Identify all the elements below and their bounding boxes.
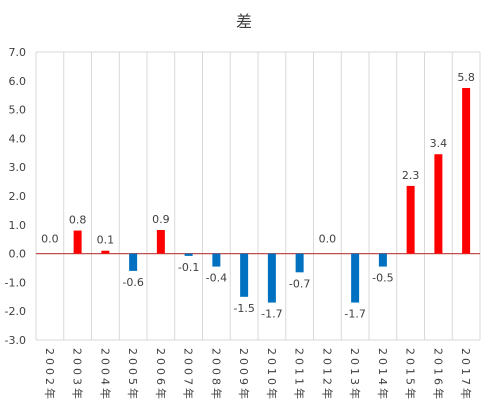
- data-label: -1.7: [344, 308, 365, 321]
- x-tick-label: 2015年: [404, 348, 418, 402]
- data-label: -0.6: [122, 276, 143, 289]
- data-label: -0.7: [289, 277, 310, 290]
- data-label: 0.9: [152, 213, 170, 226]
- x-tick-label: 2005年: [126, 348, 140, 402]
- x-tick-label: 2010年: [265, 348, 279, 402]
- data-label: -0.5: [372, 272, 393, 285]
- x-tick-label: 2002年: [43, 348, 57, 402]
- data-label: 0.8: [69, 214, 87, 227]
- y-tick-label: 6.0: [9, 75, 27, 88]
- bar: [101, 250, 110, 254]
- y-tick-label: -2.0: [5, 305, 26, 318]
- y-tick-label: -1.0: [5, 276, 26, 289]
- bar: [73, 230, 82, 254]
- y-axis: -3.0 -2.0 -1.0 0.0 1.0 2.0 3.0 4.0 5.0 6.0 7.0: [5, 46, 480, 347]
- chart-title: 差: [236, 12, 252, 31]
- bar: [378, 253, 387, 267]
- data-label: -1.5: [233, 302, 254, 315]
- x-tick-label: 2014年: [376, 348, 390, 402]
- bar: [462, 88, 471, 254]
- grid-layer: [35, 51, 481, 341]
- y-tick-label: 3.0: [9, 161, 27, 174]
- y-tick-label: -3.0: [5, 334, 26, 347]
- bar: [295, 253, 304, 273]
- y-tick-label: 1.0: [9, 219, 27, 232]
- bar: [267, 253, 276, 303]
- data-label: -0.4: [206, 272, 227, 285]
- bar: [156, 229, 165, 254]
- bar: [212, 253, 221, 267]
- data-label: 2.3: [402, 169, 420, 182]
- y-tick-label: 5.0: [9, 104, 27, 117]
- x-tick-label: 2006年: [154, 348, 168, 402]
- x-tick-label: 2012年: [320, 348, 334, 402]
- x-tick-label: 2016年: [431, 348, 445, 402]
- bar: [434, 154, 443, 254]
- bar: [406, 185, 415, 254]
- bar: [184, 253, 193, 256]
- data-label: 0.0: [41, 233, 59, 246]
- x-tick-label: 2003年: [71, 348, 85, 402]
- bars: [73, 88, 471, 303]
- data-label: 0.0: [319, 233, 337, 246]
- y-tick-label: 0.0: [9, 248, 27, 261]
- x-tick-label: 2011年: [293, 348, 307, 402]
- bar: [351, 253, 360, 303]
- y-tick-label: 4.0: [9, 132, 27, 145]
- x-tick-label: 2008年: [209, 348, 223, 402]
- data-label: 0.1: [97, 234, 115, 247]
- x-tick-label: 2007年: [182, 348, 196, 402]
- bar: [129, 253, 138, 271]
- data-labels: 0.0 0.8 0.1 -0.6 0.9 -0.1 -0.4 -1.5 -1.7 -0.7 0.0 -…: [41, 71, 475, 321]
- x-tick-label: 2017年: [459, 348, 473, 402]
- bar: [240, 253, 249, 297]
- x-tick-label: 2004年: [98, 348, 112, 402]
- data-label: 3.4: [430, 137, 448, 150]
- x-tick-label: 2009年: [237, 348, 251, 402]
- y-tick-label: 7.0: [9, 46, 27, 59]
- y-tick-label: 2.0: [9, 190, 27, 203]
- x-axis: 2002年 2003年 2004年 2005年 2006年 2007年 2008年 2009年…: [43, 348, 473, 402]
- data-label: -0.1: [178, 261, 199, 274]
- data-label: -1.7: [261, 308, 282, 321]
- data-label: 5.8: [457, 71, 475, 84]
- x-tick-label: 2013年: [348, 348, 362, 402]
